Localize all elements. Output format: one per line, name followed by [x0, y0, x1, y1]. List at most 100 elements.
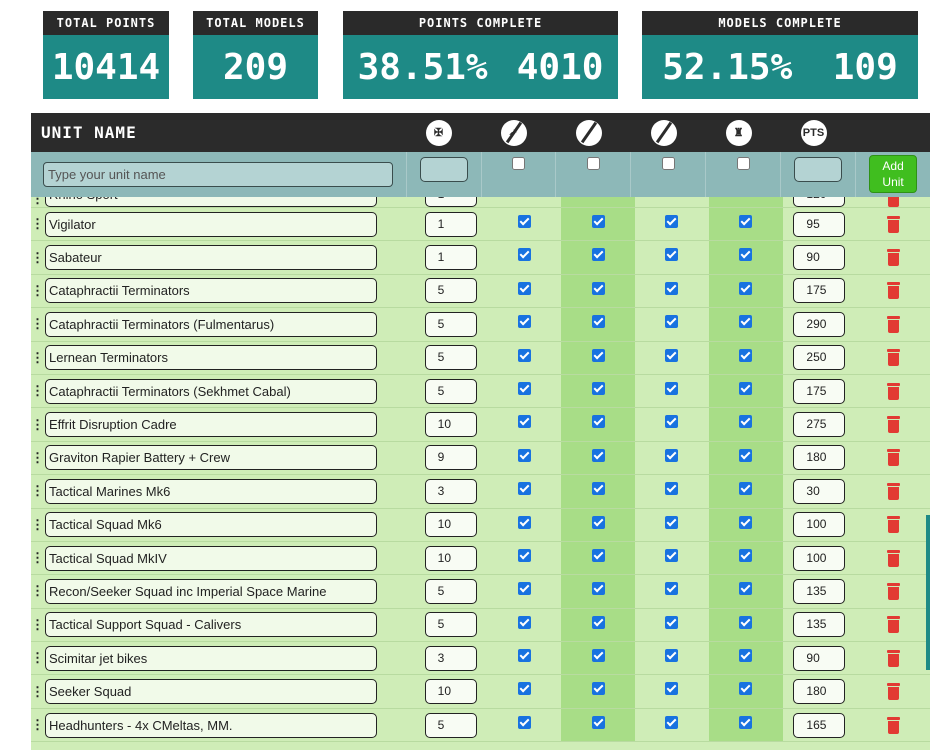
unit-name-field[interactable]: Headhunters - 4x CMeltas, MM. — [45, 712, 378, 738]
drag-handle-icon[interactable]: ⋮ — [31, 483, 44, 499]
qty-field[interactable]: 1 — [424, 197, 477, 207]
based-checkbox[interactable] — [739, 482, 753, 496]
delete-icon[interactable] — [886, 249, 900, 267]
drag-handle-icon[interactable]: ⋮ — [31, 416, 44, 432]
painted-checkbox[interactable] — [665, 448, 679, 462]
painted-checkbox[interactable] — [665, 615, 679, 629]
pts-field[interactable]: 135 — [793, 578, 846, 604]
primed-checkbox[interactable] — [591, 515, 605, 529]
delete-icon[interactable] — [886, 683, 900, 701]
unit-name-field[interactable]: Graviton Rapier Battery + Crew — [45, 445, 378, 471]
based-checkbox[interactable] — [739, 649, 753, 663]
painted-checkbox[interactable] — [665, 682, 679, 696]
qty-field[interactable]: 5 — [424, 712, 477, 738]
delete-icon[interactable] — [886, 516, 900, 534]
pts-field[interactable]: 90 — [793, 645, 846, 671]
unit-name-filter-input[interactable] — [43, 162, 393, 187]
unit-name-field[interactable]: Tactical Squad MkIV — [45, 545, 378, 571]
primed-checkbox[interactable] — [591, 348, 605, 362]
unit-name-field[interactable]: Tactical Squad Mk6 — [45, 512, 378, 538]
pts-field[interactable]: 175 — [793, 378, 846, 404]
built-checkbox[interactable] — [517, 215, 531, 228]
qty-field[interactable]: 5 — [424, 578, 477, 604]
painted-checkbox[interactable] — [665, 548, 679, 562]
built-checkbox[interactable] — [517, 248, 531, 262]
pts-field[interactable]: 290 — [793, 311, 846, 337]
delete-icon[interactable] — [886, 716, 900, 734]
based-checkbox[interactable] — [739, 415, 753, 429]
primed-checkbox[interactable] — [591, 682, 605, 696]
built-checkbox[interactable] — [517, 548, 531, 562]
drag-handle-icon[interactable]: ⋮ — [31, 349, 44, 365]
delete-icon[interactable] — [886, 649, 900, 667]
pts-field[interactable]: 180 — [793, 445, 846, 471]
primed-checkbox[interactable] — [591, 448, 605, 462]
painted-checkbox[interactable] — [665, 582, 679, 596]
pts-field[interactable]: 120 — [793, 197, 846, 207]
pts-field[interactable]: 250 — [793, 345, 846, 371]
painted-checkbox[interactable] — [665, 715, 679, 729]
qty-field[interactable]: 5 — [424, 378, 477, 404]
unit-name-field[interactable]: Seeker Squad — [45, 679, 378, 705]
primed-filter-checkbox[interactable] — [586, 157, 600, 170]
pts-field[interactable]: 90 — [793, 245, 846, 271]
based-checkbox[interactable] — [739, 548, 753, 562]
pts-field[interactable]: 180 — [793, 679, 846, 705]
pts-filter-input[interactable] — [794, 157, 843, 182]
based-checkbox[interactable] — [739, 215, 753, 228]
built-checkbox[interactable] — [517, 515, 531, 529]
delete-icon[interactable] — [886, 315, 900, 333]
based-checkbox[interactable] — [739, 615, 753, 629]
based-checkbox[interactable] — [739, 315, 753, 329]
primed-checkbox[interactable] — [591, 381, 605, 395]
based-checkbox[interactable] — [739, 448, 753, 462]
based-checkbox[interactable] — [739, 281, 753, 295]
qty-field[interactable]: 5 — [424, 345, 477, 371]
primed-checkbox[interactable] — [591, 715, 605, 729]
unit-name-field[interactable]: Vigilator — [45, 211, 378, 237]
unit-name-field[interactable]: Scimitar jet bikes — [45, 645, 378, 671]
built-checkbox[interactable] — [517, 348, 531, 362]
pts-field[interactable]: 275 — [793, 412, 846, 438]
qty-field[interactable]: 5 — [424, 612, 477, 638]
primed-checkbox[interactable] — [591, 281, 605, 295]
primed-checkbox[interactable] — [591, 482, 605, 496]
drag-handle-icon[interactable]: ⋮ — [31, 717, 44, 733]
qty-field[interactable]: 5 — [424, 311, 477, 337]
drag-handle-icon[interactable]: ⋮ — [31, 583, 44, 599]
unit-name-field[interactable]: Effrit Disruption Cadre — [45, 412, 378, 438]
painted-checkbox[interactable] — [665, 415, 679, 429]
drag-handle-icon[interactable]: ⋮ — [31, 249, 44, 265]
lion-icon[interactable]: ✠ — [425, 119, 452, 146]
unit-name-field[interactable]: Sabateur — [45, 245, 378, 271]
drag-handle-icon[interactable]: ⋮ — [31, 516, 44, 532]
unit-name-field[interactable]: Tactical Marines Mk6 — [45, 478, 378, 504]
built-checkbox[interactable] — [517, 615, 531, 629]
qty-filter-input[interactable] — [419, 157, 468, 182]
built-checkbox[interactable] — [517, 649, 531, 663]
qty-field[interactable]: 10 — [424, 545, 477, 571]
built-checkbox[interactable] — [517, 415, 531, 429]
built-checkbox[interactable] — [517, 281, 531, 295]
pts-icon[interactable]: PTS — [800, 119, 827, 146]
based-checkbox[interactable] — [739, 515, 753, 529]
drag-handle-icon[interactable]: ⋮ — [31, 282, 44, 298]
unit-name-field[interactable]: Rhino Sport — [45, 197, 378, 207]
pts-field[interactable]: 165 — [793, 712, 846, 738]
painted-checkbox[interactable] — [665, 482, 679, 496]
delete-icon[interactable] — [886, 215, 900, 233]
unit-name-field[interactable]: Cataphractii Terminators — [45, 278, 378, 304]
pts-field[interactable]: 30 — [793, 478, 846, 504]
delete-icon[interactable] — [886, 616, 900, 634]
based-checkbox[interactable] — [739, 582, 753, 596]
built-checkbox[interactable] — [517, 682, 531, 696]
unit-name-field[interactable]: Recon/Seeker Squad inc Imperial Space Ma… — [45, 578, 378, 604]
based-checkbox[interactable] — [739, 682, 753, 696]
rocket-icon[interactable]: ➶ — [500, 119, 527, 146]
delete-icon[interactable] — [886, 382, 900, 400]
based-checkbox[interactable] — [739, 348, 753, 362]
painted-checkbox[interactable] — [665, 649, 679, 663]
crossed-brush-icon[interactable] — [650, 119, 677, 146]
unit-name-field[interactable]: Cataphractii Terminators (Sekhmet Cabal) — [45, 378, 378, 404]
based-filter-checkbox[interactable] — [736, 157, 750, 170]
